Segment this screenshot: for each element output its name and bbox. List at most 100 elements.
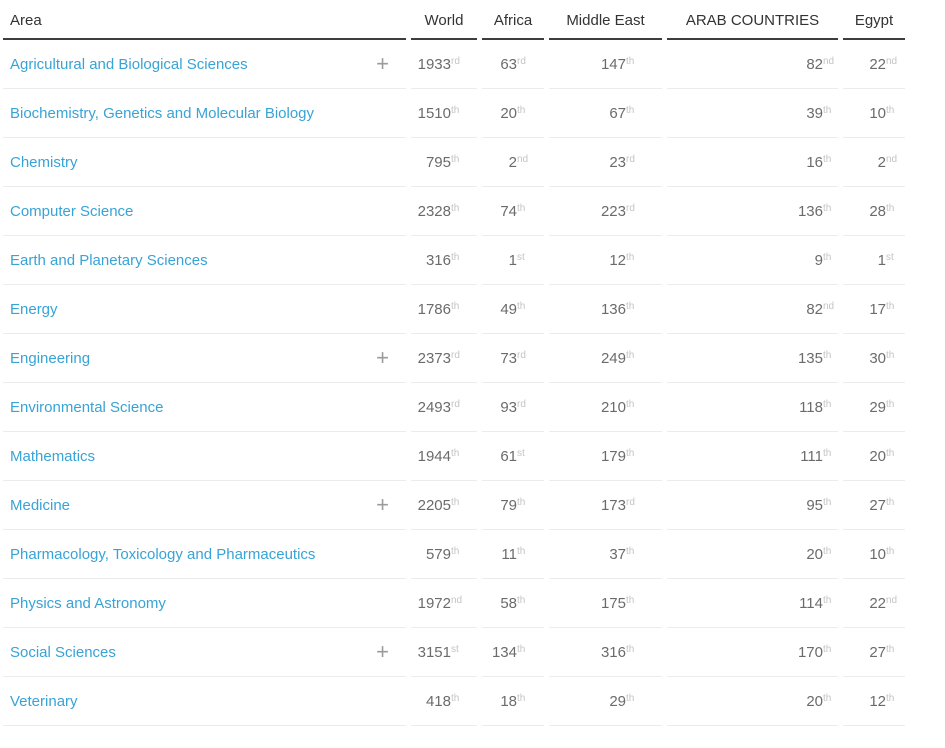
arab-countries-rank-cell: 135th: [667, 334, 838, 383]
egypt-rank-cell: 27th: [843, 481, 905, 530]
area-link[interactable]: Engineering: [10, 349, 91, 367]
table-row: Earth and Planetary Sciences + 316th 1st…: [3, 236, 905, 285]
arab-countries-rank-cell: 114th: [667, 579, 838, 628]
rank-ordinal-suffix: rd: [451, 398, 460, 410]
rank-value: 20: [806, 692, 823, 710]
rank-value: 1510: [417, 104, 451, 122]
middle-east-rank-cell: 316th: [549, 628, 662, 677]
rank-ordinal-suffix: th: [517, 643, 526, 655]
rank-ordinal-suffix: rd: [517, 349, 526, 361]
expand-plus-icon[interactable]: +: [376, 345, 389, 370]
arab-countries-rank-cell: 20th: [667, 530, 838, 579]
egypt-rank-cell: 27th: [843, 628, 905, 677]
egypt-rank-cell: 30th: [843, 334, 905, 383]
africa-rank-cell: 18th: [482, 677, 544, 726]
africa-rank-cell: 58th: [482, 579, 544, 628]
rank-value: 795: [425, 153, 451, 171]
rank-ordinal-suffix: nd: [517, 153, 529, 165]
arab-countries-rank-cell: 82nd: [667, 40, 838, 89]
rank-value: 1933: [417, 55, 451, 73]
rank-ordinal-suffix: th: [517, 202, 526, 214]
egypt-rank-cell: 22nd: [843, 40, 905, 89]
rank-value: 114: [799, 594, 823, 612]
rank-ordinal-suffix: th: [626, 251, 635, 263]
middle-east-rank-cell: 173rd: [549, 481, 662, 530]
expand-plus-icon[interactable]: +: [376, 639, 389, 664]
rank-value: 3151: [417, 643, 451, 661]
middle-east-rank-cell: 223rd: [549, 187, 662, 236]
rank-value: 2: [508, 153, 517, 171]
area-link[interactable]: Computer Science: [10, 202, 134, 220]
egypt-rank-cell: 12th: [843, 677, 905, 726]
rank-ordinal-suffix: th: [886, 496, 895, 508]
middle-east-rank-cell: 249th: [549, 334, 662, 383]
rank-value: 27: [869, 496, 886, 514]
africa-rank-cell: 63rd: [482, 40, 544, 89]
rank-ordinal-suffix: th: [451, 202, 460, 214]
rank-value: 28: [869, 202, 886, 220]
area-link[interactable]: Energy: [10, 300, 58, 318]
column-header-middle-east: Middle East: [549, 0, 662, 40]
rank-value: 20: [500, 104, 517, 122]
rank-value: 22: [869, 55, 886, 73]
table-row: Engineering + 2373rd 73rd 249th 135th 30…: [3, 334, 905, 383]
area-link[interactable]: Mathematics: [10, 447, 96, 465]
column-header-arab-countries: ARAB COUNTRIES: [667, 0, 838, 40]
rank-value: 2: [877, 153, 886, 171]
rank-ordinal-suffix: th: [517, 692, 526, 704]
africa-rank-cell: 61st: [482, 432, 544, 481]
expand-plus-icon[interactable]: +: [376, 492, 389, 517]
column-header-egypt: Egypt: [843, 0, 905, 40]
arab-countries-rank-cell: 82nd: [667, 285, 838, 334]
rank-value: 1972: [417, 594, 451, 612]
area-cell: Earth and Planetary Sciences +: [3, 236, 406, 285]
column-header-world: World: [411, 0, 477, 40]
expand-plus-icon[interactable]: +: [376, 51, 389, 76]
rank-value: 27: [869, 643, 886, 661]
area-link[interactable]: Earth and Planetary Sciences: [10, 251, 208, 269]
area-link[interactable]: Social Sciences: [10, 643, 116, 661]
middle-east-rank-cell: 29th: [549, 677, 662, 726]
middle-east-rank-cell: 12th: [549, 236, 662, 285]
world-rank-cell: 2373rd: [411, 334, 477, 383]
rank-value: 12: [609, 251, 626, 269]
header-row: Area World Africa Middle East ARAB COUNT…: [3, 0, 905, 40]
area-cell: Chemistry +: [3, 138, 406, 187]
rank-ordinal-suffix: th: [886, 545, 895, 557]
table-row: Physics and Astronomy + 1972nd 58th 175t…: [3, 579, 905, 628]
rank-ordinal-suffix: th: [626, 398, 635, 410]
rank-value: 67: [609, 104, 626, 122]
world-rank-cell: 316th: [411, 236, 477, 285]
rank-value: 316: [425, 251, 451, 269]
rank-value: 2328: [417, 202, 451, 220]
arab-countries-rank-cell: 95th: [667, 481, 838, 530]
table-row: Computer Science + 2328th 74th 223rd 136…: [3, 187, 905, 236]
rank-ordinal-suffix: th: [626, 300, 635, 312]
area-link[interactable]: Pharmacology, Toxicology and Pharmaceuti…: [10, 545, 316, 563]
rank-value: 17: [869, 300, 886, 318]
rank-value: 136: [797, 202, 823, 220]
rank-ordinal-suffix: th: [451, 692, 460, 704]
arab-countries-rank-cell: 118th: [667, 383, 838, 432]
rank-ordinal-suffix: rd: [451, 349, 460, 361]
egypt-rank-cell: 22nd: [843, 579, 905, 628]
area-link[interactable]: Biochemistry, Genetics and Molecular Bio…: [10, 104, 315, 122]
rank-ordinal-suffix: th: [451, 251, 460, 263]
area-link[interactable]: Agricultural and Biological Sciences: [10, 55, 248, 73]
rank-ordinal-suffix: th: [886, 692, 895, 704]
rank-value: 579: [425, 545, 451, 563]
rank-ordinal-suffix: rd: [451, 55, 460, 67]
rank-value: 95: [806, 496, 823, 514]
area-link[interactable]: Physics and Astronomy: [10, 594, 166, 612]
rank-value: 118: [799, 398, 823, 416]
area-link[interactable]: Medicine: [10, 496, 71, 514]
area-link[interactable]: Environmental Science: [10, 398, 164, 416]
rank-value: 136: [600, 300, 626, 318]
world-rank-cell: 1786th: [411, 285, 477, 334]
area-link[interactable]: Chemistry: [10, 153, 78, 171]
area-link[interactable]: Veterinary: [10, 692, 78, 710]
rank-value: 147: [600, 55, 626, 73]
rank-ordinal-suffix: th: [823, 153, 832, 165]
arab-countries-rank-cell: 39th: [667, 89, 838, 138]
rank-value: 61: [500, 447, 517, 465]
